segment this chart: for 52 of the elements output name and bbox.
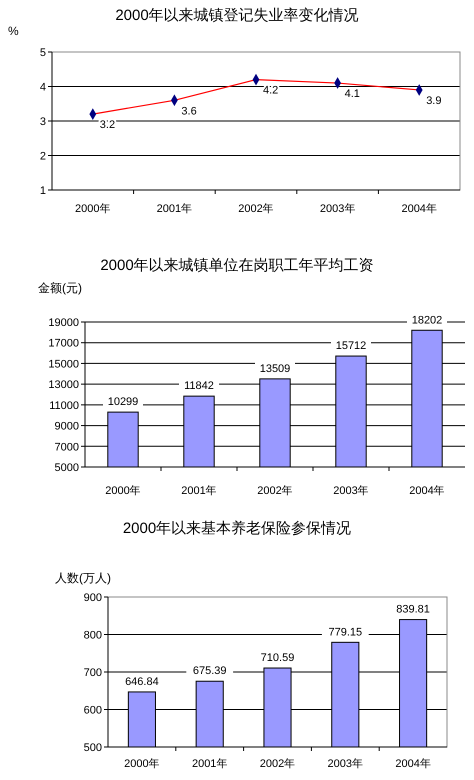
data-label: 710.59 [260,652,294,664]
x-tick-label: 2004年 [409,485,445,497]
data-label: 3.6 [181,105,197,118]
data-label: 10299 [108,396,138,408]
y-tick-label: 7000 [54,441,79,454]
data-label: 675.39 [192,665,227,678]
x-tick-label: 2002年 [260,758,296,770]
data-label: 18202 [412,314,442,326]
chart-title: 2000年以来基本养老保险参保情况 [122,520,352,537]
data-label: 839.81 [396,604,430,616]
x-tick-label: 2000年 [124,758,160,770]
x-tick-label: 2001年 [156,203,192,215]
chart-title: 2000年以来城镇登记失业率变化情况 [115,7,359,24]
y-tick-label: 4 [40,82,46,94]
data-label: 646.84 [125,676,159,688]
y-tick-label: 800 [84,630,102,642]
x-tick-label: 2003年 [320,203,356,215]
chart-title: 2000年以来城镇单位在岗职工年平均工资 [100,257,374,274]
x-tick-label: 2001年 [192,758,228,770]
x-tick-label: 2000年 [75,203,111,215]
y-tick-label: 17000 [48,338,79,350]
data-label: 11842 [184,380,214,392]
data-label: 4.1 [344,88,360,100]
y-tick-label: 3 [40,116,46,128]
x-tick-label: 2000年 [105,485,141,497]
x-tick-label: 2004年 [395,758,431,770]
y-tick-label: 500 [84,742,102,754]
y-tick-label: 900 [84,592,102,604]
x-tick-label: 2001年 [181,485,217,497]
y-axis-title: 人数(万人) [55,571,111,585]
y-tick-label: 19000 [48,317,79,329]
y-tick-label: 5 [40,47,46,59]
y-tick-label: 1 [40,185,46,197]
data-label: 13509 [260,362,290,375]
data-label: 3.9 [426,94,442,107]
y-axis-title: 金额(元) [38,281,82,295]
y-tick-label: 15000 [48,358,79,370]
y-tick-label: 700 [84,667,102,679]
x-tick-label: 2002年 [257,485,293,497]
x-tick-label: 2003年 [333,485,369,497]
x-tick-label: 2002年 [238,203,274,215]
y-axis-title: % [8,24,19,38]
y-tick-label: 600 [84,704,102,716]
y-tick-label: 5000 [54,462,79,474]
data-label: 779.15 [328,626,362,638]
x-tick-label: 2004年 [401,203,437,215]
y-tick-label: 13000 [48,379,79,392]
y-tick-label: 2 [40,150,46,162]
data-label: 15712 [336,340,366,352]
y-tick-label: 9000 [54,420,79,433]
y-tick-label: 11000 [49,400,79,412]
x-tick-label: 2003年 [328,758,364,770]
